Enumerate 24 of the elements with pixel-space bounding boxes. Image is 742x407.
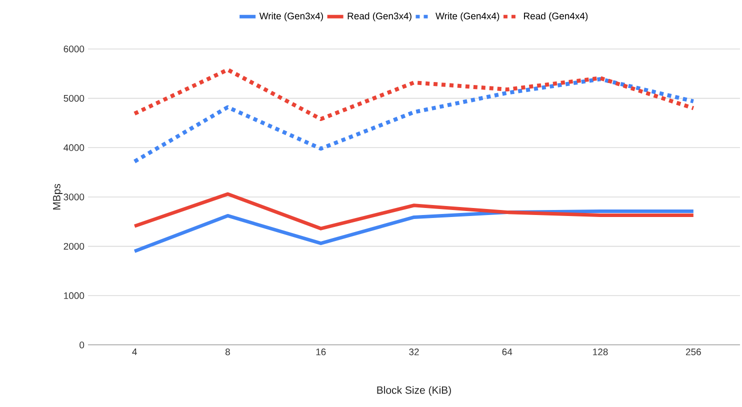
y-tick-label: 0 (80, 342, 84, 348)
line-series (132, 192, 696, 230)
x-tick-label: 256 (686, 348, 701, 356)
line-series (132, 210, 696, 254)
x-tick-label: 16 (316, 348, 326, 356)
y-tick-label: 3000 (64, 194, 84, 200)
x-tick-label: 128 (593, 348, 608, 356)
line-series (132, 68, 696, 122)
y-tick-label: 4000 (64, 144, 84, 152)
legend-label: Read (Gen3x4) (348, 12, 412, 22)
x-tick-label: 4 (132, 348, 137, 356)
legend-label: Write (Gen3x4) (259, 12, 323, 22)
y-axis-title: MBps (53, 184, 62, 210)
x-tick-label: 32 (409, 348, 419, 356)
line-series (132, 77, 696, 164)
x-tick-label: 64 (502, 348, 512, 356)
y-tick-label: 6000 (64, 46, 84, 52)
x-axis-title: Block Size (KiB) (377, 386, 451, 396)
legend-label: Write (Gen4x4) (436, 12, 500, 22)
y-tick-label: 2000 (64, 242, 84, 250)
y-tick-label: 1000 (64, 292, 84, 300)
x-tick-label: 8 (225, 348, 230, 356)
y-tick-label: 5000 (64, 94, 84, 102)
legend-label: Read (Gen4x4) (524, 12, 588, 22)
